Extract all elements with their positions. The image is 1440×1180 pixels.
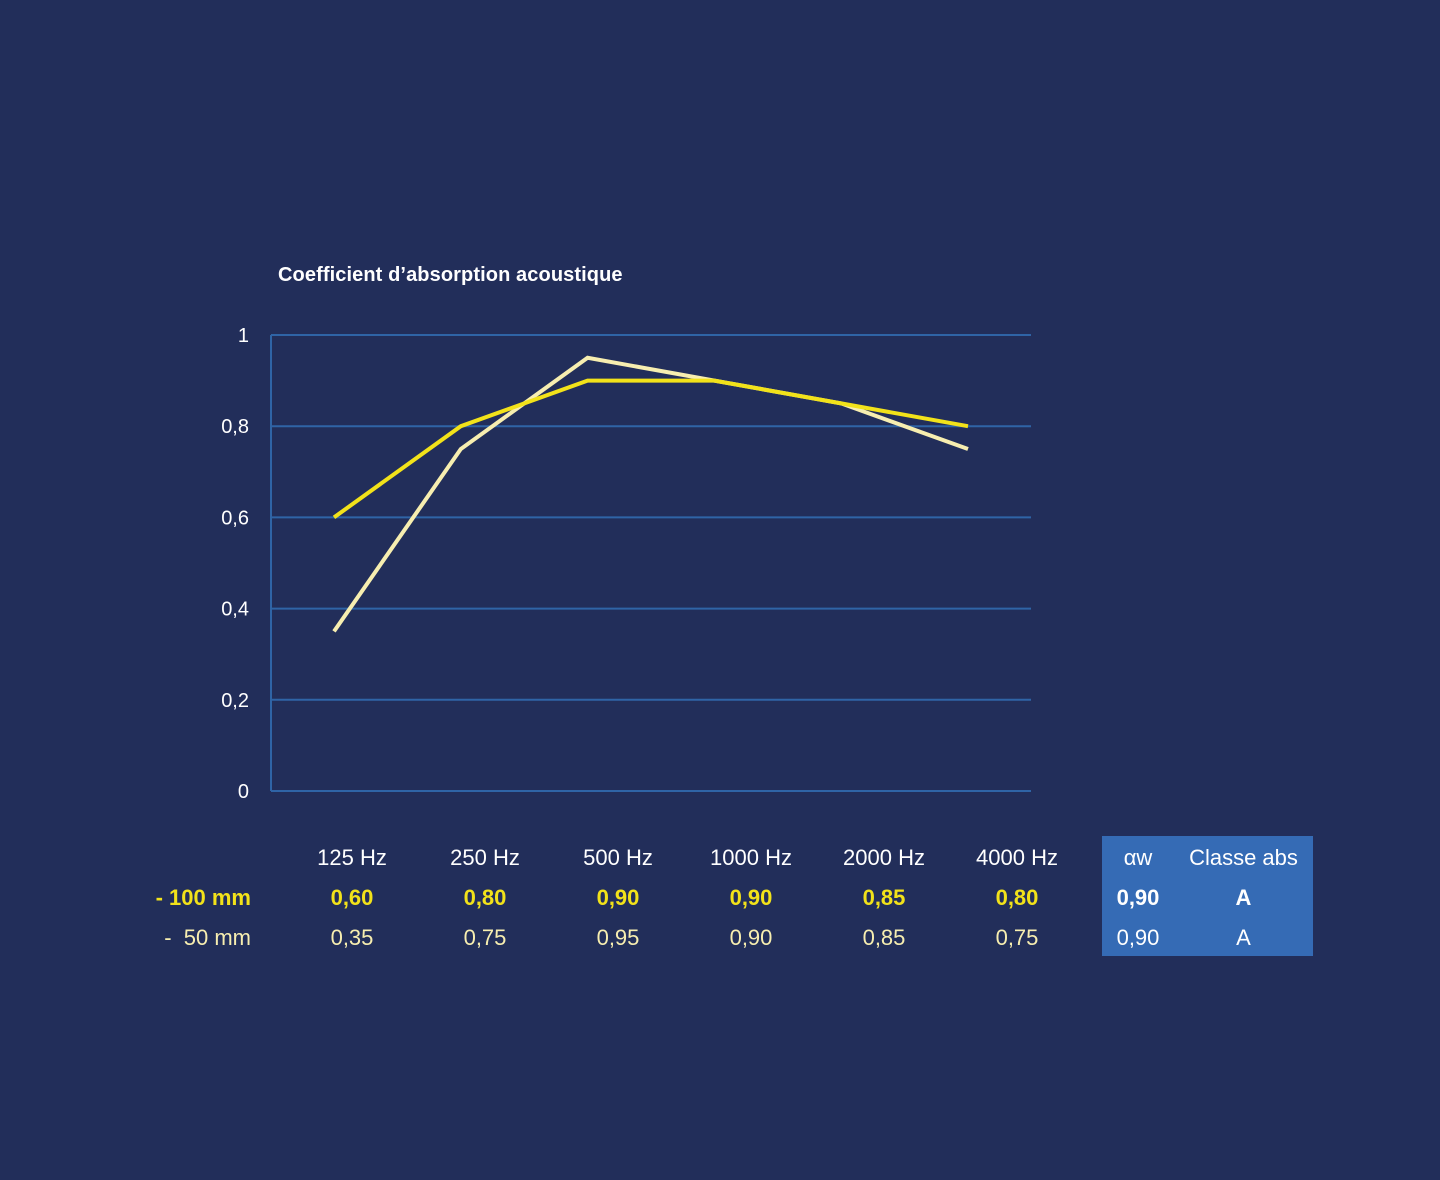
classe-value-50mm: A xyxy=(1236,925,1251,950)
y-tick-label: 0,2 xyxy=(221,690,249,712)
table-cell: 0,90 xyxy=(729,885,773,910)
y-tick-label: 0,6 xyxy=(221,507,249,529)
grid-lines xyxy=(271,334,1031,792)
y-tick-label: 0,8 xyxy=(221,416,249,438)
y-tick-label: 1 xyxy=(238,325,249,347)
table-cell: 0,80 xyxy=(995,885,1039,910)
table-header-500hz: 500 Hz xyxy=(583,845,653,870)
chart-title: Coefficient d’absorption acoustique xyxy=(278,264,623,286)
y-tick-label: 0 xyxy=(238,781,249,803)
aw-value-100mm: 0,90 xyxy=(1116,885,1160,910)
table-cell: 0,75 xyxy=(995,925,1039,950)
series-line-100mm xyxy=(332,378,969,520)
row-label-100mm: - 100 mm xyxy=(155,885,251,910)
table-header-4000hz: 4000 Hz xyxy=(976,845,1058,870)
line-chart: 0 0,2 0,4 0,6 0,8 1 xyxy=(221,325,1031,803)
table-cell: 0,95 xyxy=(596,925,640,950)
table-cell: 0,90 xyxy=(596,885,640,910)
series-line-50mm xyxy=(332,355,969,633)
table-cell: 0,80 xyxy=(463,885,507,910)
table-cell: 0,35 xyxy=(330,925,374,950)
series-lines xyxy=(332,355,969,633)
aw-value-50mm: 0,90 xyxy=(1116,925,1160,950)
y-tick-label: 0,4 xyxy=(221,599,249,621)
table-cell: 0,85 xyxy=(862,925,906,950)
y-tick-labels: 0 0,2 0,4 0,6 0,8 1 xyxy=(221,325,249,803)
absorption-class-box xyxy=(1102,836,1313,956)
table-header-250hz: 250 Hz xyxy=(450,845,520,870)
table-header-1000hz: 1000 Hz xyxy=(710,845,792,870)
classe-value-100mm: A xyxy=(1235,885,1252,910)
table-header-aw: αw xyxy=(1123,845,1153,870)
table-cell: 0,60 xyxy=(330,885,374,910)
table-header-125hz: 125 Hz xyxy=(317,845,387,870)
table-cell: 0,75 xyxy=(463,925,507,950)
table-header-2000hz: 2000 Hz xyxy=(843,845,925,870)
table-header-classe: Classe abs xyxy=(1189,845,1298,870)
row-label-50mm: - 50 mm xyxy=(164,925,251,950)
table-cell: 0,90 xyxy=(729,925,773,950)
table-cell: 0,85 xyxy=(862,885,906,910)
